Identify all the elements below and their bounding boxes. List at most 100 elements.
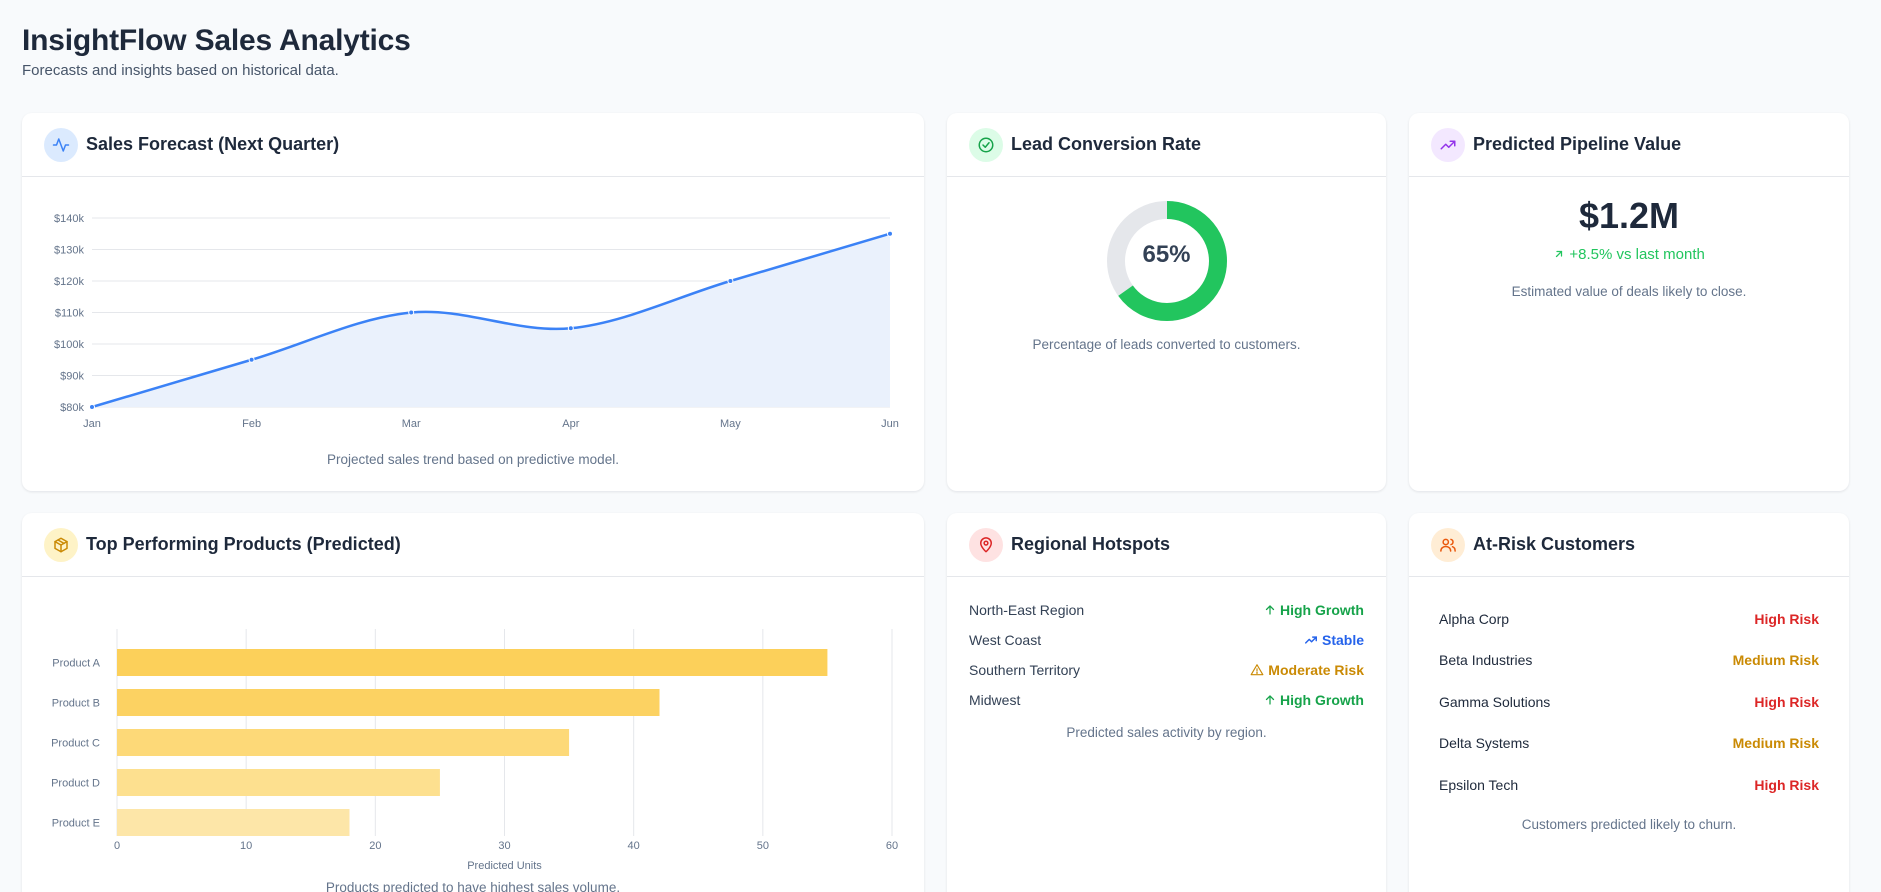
data-point (408, 309, 415, 316)
bar (117, 689, 660, 716)
map-pin-icon (969, 527, 1003, 562)
data-point (89, 404, 95, 410)
regional-hotspots-title: Regional Hotspots (1011, 534, 1171, 554)
customer-name: Epsilon Tech (1439, 776, 1519, 793)
trending-up-icon (1304, 633, 1318, 647)
y-tick-label: $140k (54, 213, 84, 225)
trending-up-icon (1431, 127, 1465, 162)
at-risk-list: Alpha Corp High Risk Beta Industries Medium… (1409, 598, 1849, 806)
region-status-text: High Growth (1280, 692, 1364, 708)
data-point (887, 230, 893, 237)
customer-row: Gamma Solutions High Risk (1409, 681, 1849, 723)
y-tick-label: Product B (52, 698, 100, 710)
customer-name: Alpha Corp (1439, 610, 1510, 627)
arrow-up-icon (1264, 694, 1276, 706)
pipeline-delta-text: +8.5% vs last month (1569, 246, 1705, 263)
series-line (91, 232, 891, 409)
risk-level: Medium Risk (1732, 735, 1819, 752)
y-tick-label: $90k (60, 371, 84, 383)
bar (117, 729, 570, 756)
pipeline-title: Predicted Pipeline Value (1473, 134, 1682, 154)
package-icon (44, 527, 78, 562)
bar (117, 809, 350, 836)
sales-forecast-header: Sales Forecast (Next Quarter) (22, 113, 924, 177)
customer-name: Delta Systems (1439, 735, 1530, 752)
region-name: West Coast (969, 632, 1042, 648)
region-name: Midwest (969, 692, 1021, 708)
top-products-header: Top Performing Products (Predicted) (22, 513, 924, 577)
top-products-caption: Products predicted to have highest sales… (325, 880, 621, 892)
regional-hotspots-caption: Predicted sales activity by region. (1066, 725, 1267, 740)
risk-level: High Risk (1754, 693, 1819, 710)
sales-forecast-caption: Projected sales trend based on predictiv… (327, 452, 619, 467)
activity-icon (44, 127, 78, 162)
region-row: West Coast Stable (947, 625, 1386, 655)
x-tick-label: 60 (886, 840, 898, 852)
warning-icon (1250, 663, 1264, 677)
region-name: North-East Region (969, 602, 1085, 618)
y-tick-label: Product D (51, 778, 100, 790)
bar (117, 649, 828, 676)
customer-row: Alpha Corp High Risk (1409, 598, 1849, 640)
y-tick-label: Product E (52, 818, 100, 830)
x-tick-label: Jun (881, 418, 899, 430)
at-risk-customers-card: At-Risk Customers Alpha Corp High Risk Bet… (1409, 513, 1849, 892)
risk-level: Medium Risk (1732, 652, 1819, 669)
x-tick-label: May (720, 418, 741, 430)
x-tick-label: Feb (242, 418, 261, 430)
region-status-text: High Growth (1280, 602, 1364, 618)
regional-hotspots-header: Regional Hotspots (947, 513, 1386, 577)
conversion-donut (947, 199, 1386, 323)
data-point (567, 325, 574, 332)
risk-level: High Risk (1754, 610, 1819, 627)
users-icon (1431, 527, 1465, 562)
at-risk-customers-title: At-Risk Customers (1473, 534, 1636, 554)
region-list: North-East Region High Growth West Coast St… (947, 595, 1386, 715)
customer-name: Gamma Solutions (1439, 693, 1551, 710)
lead-conversion-caption: Percentage of leads converted to custome… (1032, 337, 1301, 352)
x-tick-label: 50 (757, 840, 769, 852)
pipeline-caption: Estimated value of deals likely to close… (1511, 284, 1747, 299)
x-tick-label: Jan (83, 418, 101, 430)
x-axis-label: Predicted Units (467, 860, 542, 872)
top-products-chart: 0 10 20 30 40 50 60 Product A Product B Product C… (51, 629, 898, 872)
risk-level: High Risk (1754, 776, 1819, 793)
customer-row: Epsilon Tech High Risk (1409, 764, 1849, 806)
arrow-up-right-icon (1553, 246, 1569, 263)
y-tick-label: $100k (54, 339, 84, 351)
check-circle-icon (969, 127, 1003, 162)
region-status: High Growth (1264, 602, 1364, 618)
y-tick-label: $120k (54, 276, 84, 288)
bar (117, 769, 440, 796)
regional-hotspots-card: Regional Hotspots North-East Region High … (947, 513, 1386, 892)
region-status: High Growth (1264, 692, 1364, 708)
x-tick-label: 0 (114, 840, 120, 852)
lead-conversion-header: Lead Conversion Rate (947, 113, 1386, 177)
x-tick-label: Apr (562, 418, 579, 430)
y-tick-label: $110k (55, 308, 85, 320)
top-products-card: Top Performing Products (Predicted) 0 10 2… (22, 513, 924, 892)
region-row: North-East Region High Growth (947, 595, 1386, 625)
region-name: Southern Territory (969, 662, 1081, 678)
x-tick-label: 30 (498, 840, 510, 852)
region-row: Southern Territory Moderate Risk (947, 655, 1386, 685)
region-status: Stable (1304, 632, 1364, 648)
x-tick-label: 40 (628, 840, 640, 852)
page-subtitle: Forecasts and insights based on historic… (22, 62, 339, 79)
data-point (727, 278, 734, 284)
conversion-value: 65% (1142, 241, 1191, 268)
customer-row: Beta Industries Medium Risk (1409, 640, 1849, 682)
pipeline-value: $1.2M (1578, 195, 1680, 236)
customer-name: Beta Industries (1439, 652, 1533, 669)
donut-progress (1106, 201, 1227, 321)
arrow-up-icon (1264, 604, 1276, 616)
x-tick-label: 20 (369, 840, 381, 852)
x-tick-label: 10 (240, 840, 252, 852)
sales-forecast-title: Sales Forecast (Next Quarter) (86, 134, 340, 154)
region-row: Midwest High Growth (947, 685, 1386, 715)
page-title: InsightFlow Sales Analytics (22, 24, 411, 57)
pipeline-card: Predicted Pipeline Value $1.2M +8.5% vs … (1409, 113, 1849, 491)
customer-row: Delta Systems Medium Risk (1409, 723, 1849, 765)
region-status-text: Moderate Risk (1268, 662, 1364, 678)
lead-conversion-title: Lead Conversion Rate (1011, 134, 1202, 154)
